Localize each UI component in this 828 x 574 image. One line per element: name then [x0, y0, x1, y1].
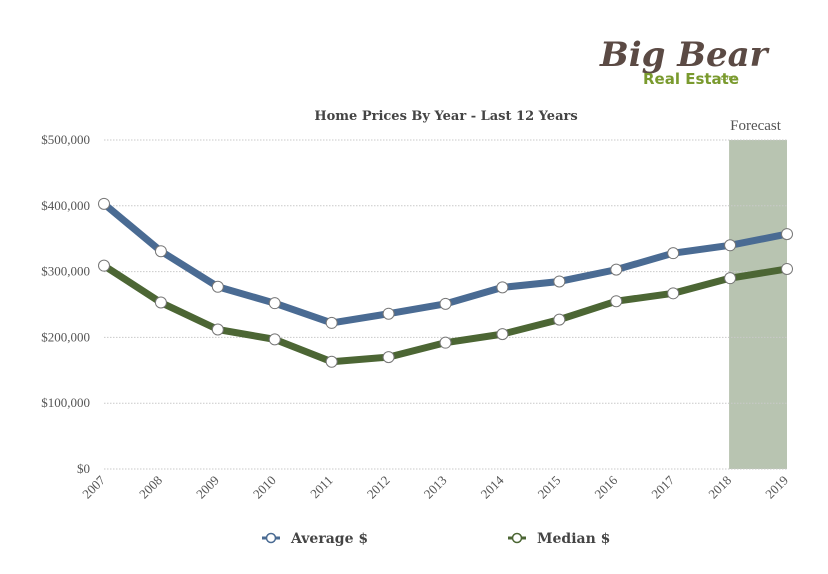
legend: Average $ Median $ — [262, 531, 610, 547]
x-tick-label: 2012 — [364, 473, 393, 502]
data-point-average[interactable] — [325, 316, 338, 329]
series-lines — [98, 197, 793, 368]
data-point-average[interactable] — [211, 280, 224, 293]
data-point-median[interactable] — [325, 355, 338, 368]
data-point-median[interactable] — [268, 333, 281, 346]
legend-item-median[interactable]: Median $ — [508, 531, 610, 547]
data-point-average[interactable] — [610, 263, 623, 276]
y-tick-label: $100,000 — [41, 395, 90, 410]
data-point-average[interactable] — [268, 297, 281, 310]
logo-line-1: Big Bear — [599, 35, 770, 75]
forecast-label: Forecast — [730, 118, 782, 134]
x-tick-label: 2011 — [307, 473, 336, 502]
data-point-median[interactable] — [610, 295, 623, 308]
data-point-average[interactable] — [98, 197, 110, 210]
x-tick-label: 2007 — [79, 472, 108, 501]
logo-suffix: .com — [718, 74, 735, 82]
y-tick-label: $500,000 — [41, 132, 90, 147]
data-point-median[interactable] — [154, 296, 167, 309]
x-tick-label: 2018 — [705, 473, 734, 502]
y-tick-label: $0 — [77, 461, 90, 476]
data-point-median[interactable] — [724, 272, 737, 285]
forecast-band — [729, 140, 787, 469]
x-tick-label: 2008 — [136, 473, 165, 502]
x-tick-label: 2013 — [421, 473, 450, 502]
x-tick-label: 2010 — [250, 473, 279, 502]
legend-item-average[interactable]: Average $ — [262, 531, 368, 547]
data-point-average[interactable] — [496, 281, 509, 294]
data-point-average[interactable] — [667, 247, 680, 260]
big-bear-real-estate-logo: Big Bear Real Estate .com — [599, 35, 770, 88]
data-point-average[interactable] — [553, 275, 566, 288]
legend-median-marker — [511, 532, 523, 544]
data-point-average[interactable] — [439, 297, 452, 310]
data-point-median[interactable] — [439, 336, 452, 349]
legend-average-label: Average $ — [290, 531, 368, 547]
data-point-average[interactable] — [781, 228, 793, 241]
data-point-average[interactable] — [382, 307, 395, 320]
x-tick-label: 2017 — [648, 472, 677, 501]
y-tick-label: $300,000 — [41, 264, 90, 279]
y-tick-label: $400,000 — [41, 198, 90, 213]
data-point-average[interactable] — [724, 239, 737, 252]
data-point-median[interactable] — [382, 351, 395, 364]
data-point-median[interactable] — [211, 323, 224, 336]
x-tick-label: 2009 — [193, 473, 222, 502]
y-axis-ticks: $0 $100,000 $200,000 $300,000 $400,000 $500,0… — [41, 132, 90, 476]
data-point-average[interactable] — [154, 245, 167, 258]
chart-title: Home Prices By Year - Last 12 Years — [314, 109, 577, 124]
legend-median-label: Median $ — [537, 531, 610, 547]
x-tick-label: 2019 — [762, 473, 791, 502]
data-point-median[interactable] — [781, 262, 793, 275]
x-tick-label: 2014 — [478, 472, 507, 501]
x-tick-label: 2016 — [591, 472, 620, 501]
data-point-median[interactable] — [667, 287, 680, 300]
logo-line-2: Real Estate — [643, 70, 739, 88]
data-point-median[interactable] — [496, 328, 509, 341]
x-tick-label: 2015 — [534, 473, 563, 502]
legend-average-marker — [265, 532, 277, 544]
x-axis-ticks: 2007 2008 2009 2010 2011 2012 2013 2014 2015 2016… — [79, 472, 791, 501]
y-tick-label: $200,000 — [41, 329, 90, 344]
data-point-median[interactable] — [553, 313, 566, 326]
data-point-median[interactable] — [98, 259, 110, 272]
